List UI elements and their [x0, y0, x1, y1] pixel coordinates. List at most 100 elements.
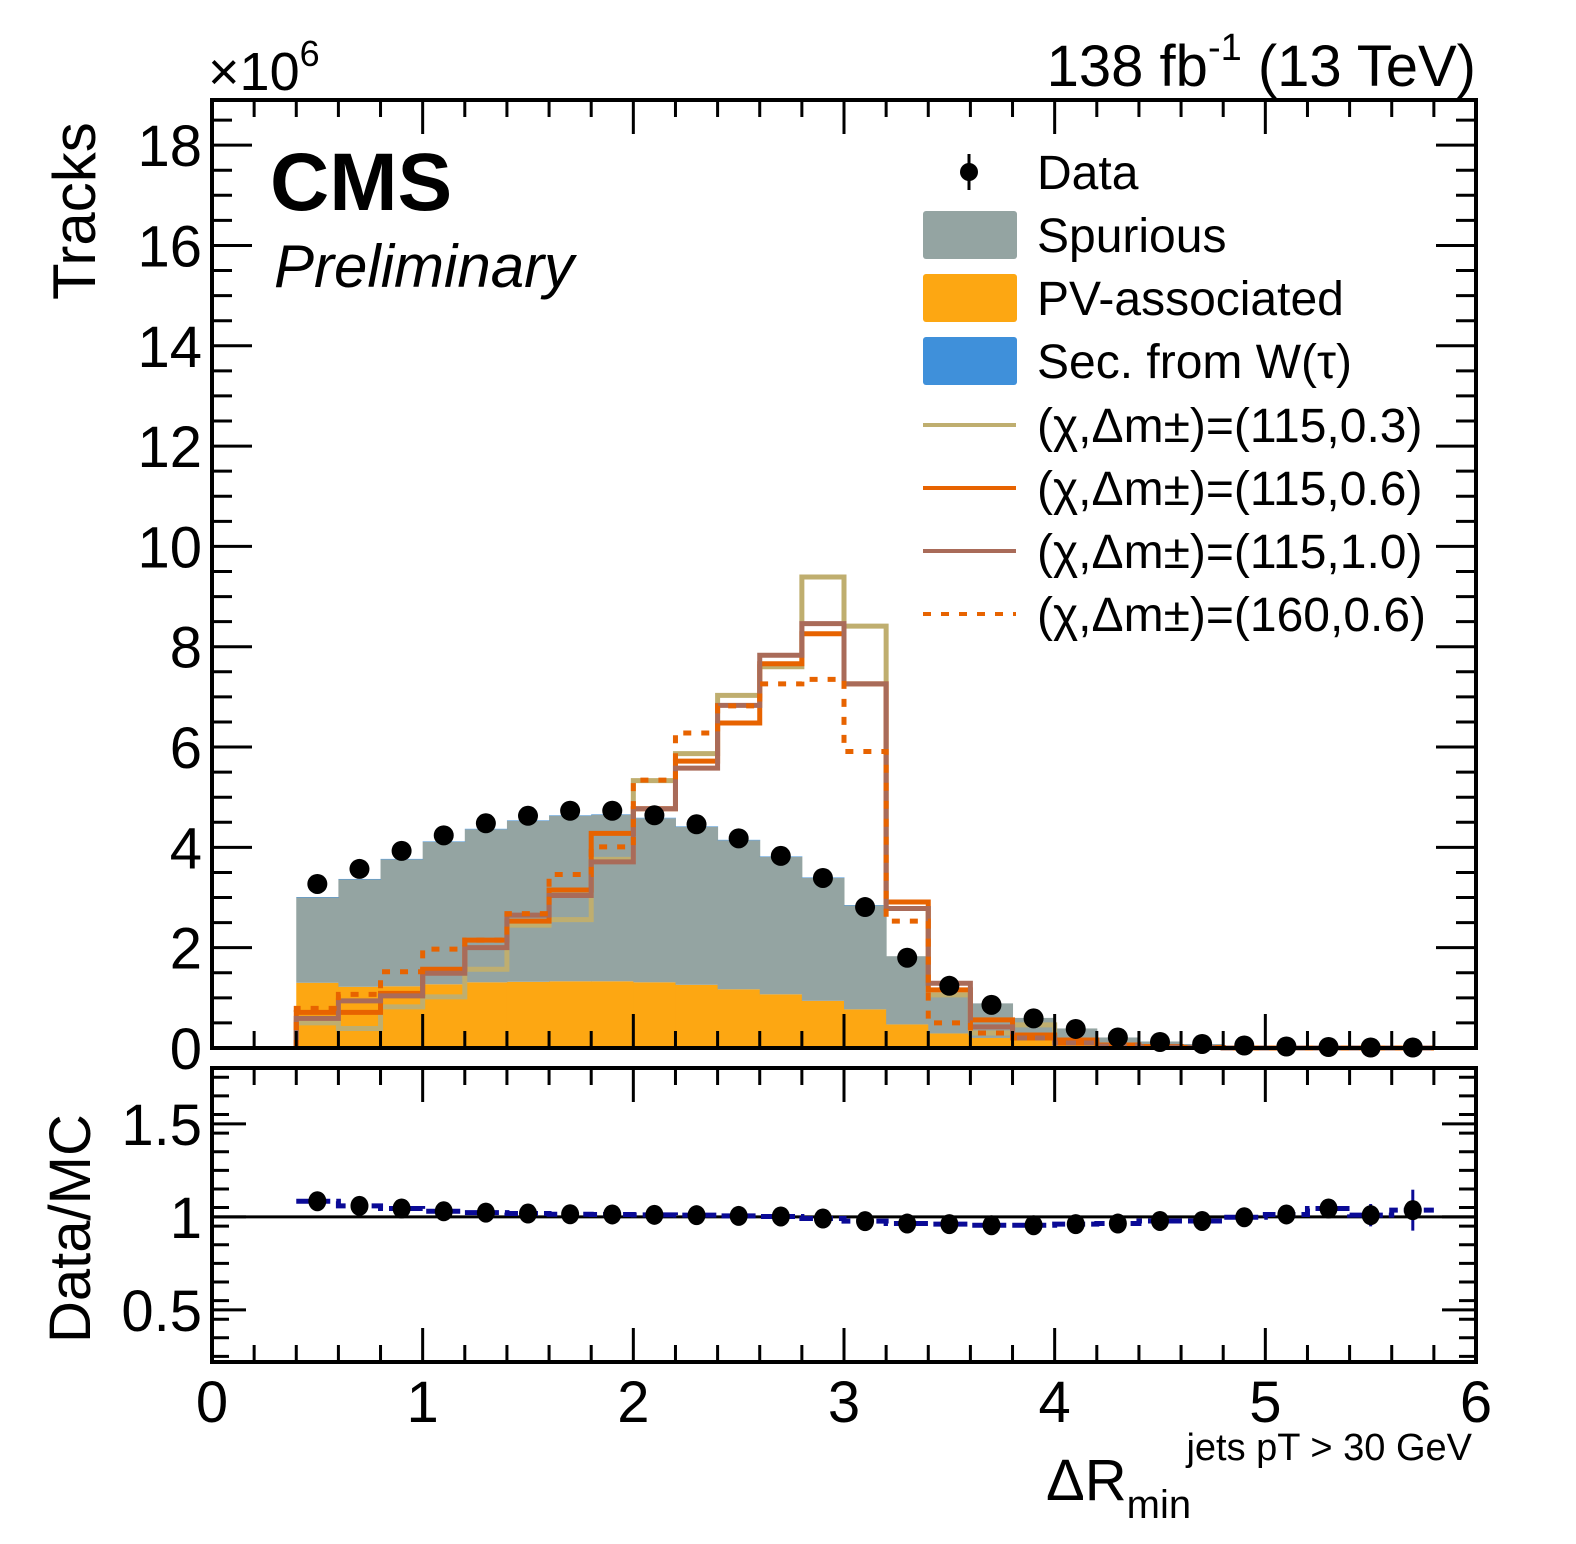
ratio-point [729, 1205, 748, 1226]
ratio-point [350, 1195, 369, 1216]
bar-pv-associated [759, 994, 803, 1048]
legend-label: Spurious [1037, 210, 1226, 263]
bar-spurious [422, 841, 466, 985]
ratio-y-tick-label: 0.5 [121, 1279, 202, 1344]
ratio-point [1403, 1200, 1422, 1221]
legend-item: PV-associated [923, 273, 1344, 326]
ratio-point [519, 1203, 537, 1224]
legend-label: PV-associated [1037, 273, 1344, 326]
bar-spurious [549, 815, 592, 982]
data-point [770, 845, 791, 866]
bar-sec-from-w- [338, 878, 382, 880]
bar-pv-associated [338, 986, 382, 1048]
ratio-point [434, 1201, 453, 1222]
legend-swatch [923, 211, 1017, 259]
data-point [728, 828, 749, 849]
y-tick-label: 0 [170, 1017, 202, 1082]
y-axis-label: Tracks [41, 122, 108, 300]
data-point [1065, 1018, 1086, 1039]
x-axis-label-superscript: jets pT > 30 GeV [1185, 1427, 1472, 1469]
data-point [686, 814, 707, 835]
ratio-point [940, 1214, 959, 1235]
data-point [812, 867, 833, 888]
data-point [475, 813, 496, 834]
legend: Data Spurious PV-associated Sec. from W(τ) (… [923, 147, 1426, 642]
ratio-point [856, 1211, 875, 1232]
ratio-point [476, 1202, 495, 1223]
bar-spurious [801, 877, 845, 1001]
x-axis-label: ΔRmin [1046, 1448, 1191, 1527]
bar-spurious [759, 856, 803, 995]
x-tick-label: 2 [617, 1370, 649, 1435]
ratio-point [1066, 1214, 1085, 1235]
y-multiplier: ×106 [208, 33, 320, 102]
bar-pv-associated [549, 981, 592, 1048]
ratio-point [1108, 1213, 1127, 1234]
legend-label: (χ,Δm±)=(115,1.0) [1037, 526, 1422, 579]
data-point [349, 858, 370, 879]
data-point [981, 994, 1002, 1015]
legend-item: (χ,Δm±)=(160,0.6) [923, 589, 1426, 642]
legend-item: Spurious [923, 210, 1226, 263]
ratio-point [1277, 1204, 1296, 1225]
ratio-point [687, 1205, 706, 1226]
legend-label: (χ,Δm±)=(115,0.3) [1037, 400, 1422, 453]
bar-pv-associated [886, 1024, 929, 1048]
bar-pv-associated [633, 982, 676, 1048]
preliminary-label: Preliminary [274, 233, 578, 300]
x-tick-label: 4 [1039, 1370, 1071, 1435]
data-point [1234, 1035, 1255, 1056]
bar-spurious [633, 818, 676, 983]
legend-item: (χ,Δm±)=(115,0.3) [923, 400, 1422, 453]
bar-spurious [506, 820, 550, 982]
ratio-y-tick-label: 1 [170, 1186, 202, 1251]
data-point [1107, 1027, 1128, 1048]
data-point [560, 800, 581, 821]
y-tick-label: 18 [137, 114, 202, 179]
data-point [644, 805, 665, 826]
bar-pv-associated [422, 984, 466, 1048]
cms-label: CMS [270, 137, 452, 228]
ratio-point [1235, 1207, 1254, 1228]
data-point [1192, 1033, 1213, 1054]
legend-swatch [923, 337, 1017, 385]
data-point [939, 975, 960, 996]
stack-fills [296, 814, 1435, 1048]
x-tick-label: 0 [196, 1370, 228, 1435]
data-point [897, 947, 918, 968]
ratio-point [308, 1191, 327, 1212]
bar-pv-associated [591, 981, 634, 1048]
ratio-point [561, 1204, 580, 1225]
legend-swatch [923, 274, 1017, 322]
legend-label: (χ,Δm±)=(160,0.6) [1037, 589, 1426, 642]
ratio-point [392, 1198, 411, 1219]
data-point [307, 873, 328, 894]
y-tick-label: 12 [137, 415, 202, 480]
x-tick-label: 3 [828, 1370, 860, 1435]
legend-data-marker [960, 163, 978, 181]
ratio-point [813, 1208, 832, 1229]
bar-pv-associated [801, 1000, 845, 1048]
bar-pv-associated [506, 981, 550, 1048]
bar-spurious [464, 829, 508, 983]
legend-label: Sec. from W(τ) [1037, 336, 1352, 389]
data-point [1023, 1008, 1044, 1029]
bar-pv-associated [464, 982, 508, 1048]
ratio-point [603, 1204, 622, 1225]
ratio-point [1151, 1210, 1169, 1231]
y-tick-label: 2 [170, 917, 202, 982]
y-tick-label: 4 [170, 816, 202, 881]
ratio-point [645, 1204, 664, 1225]
x-tick-label: 6 [1460, 1370, 1492, 1435]
bar-spurious [844, 905, 887, 1010]
bar-pv-associated [970, 1037, 1014, 1048]
legend-item: (χ,Δm±)=(115,1.0) [923, 526, 1422, 579]
x-tick-label: 1 [407, 1370, 439, 1435]
legend-item: (χ,Δm±)=(115,0.6) [923, 463, 1422, 516]
y-tick-label: 8 [170, 616, 202, 681]
bar-spurious [380, 859, 424, 987]
bar-spurious [338, 879, 382, 987]
bar-spurious [296, 897, 339, 983]
ratio-point [1024, 1215, 1043, 1236]
